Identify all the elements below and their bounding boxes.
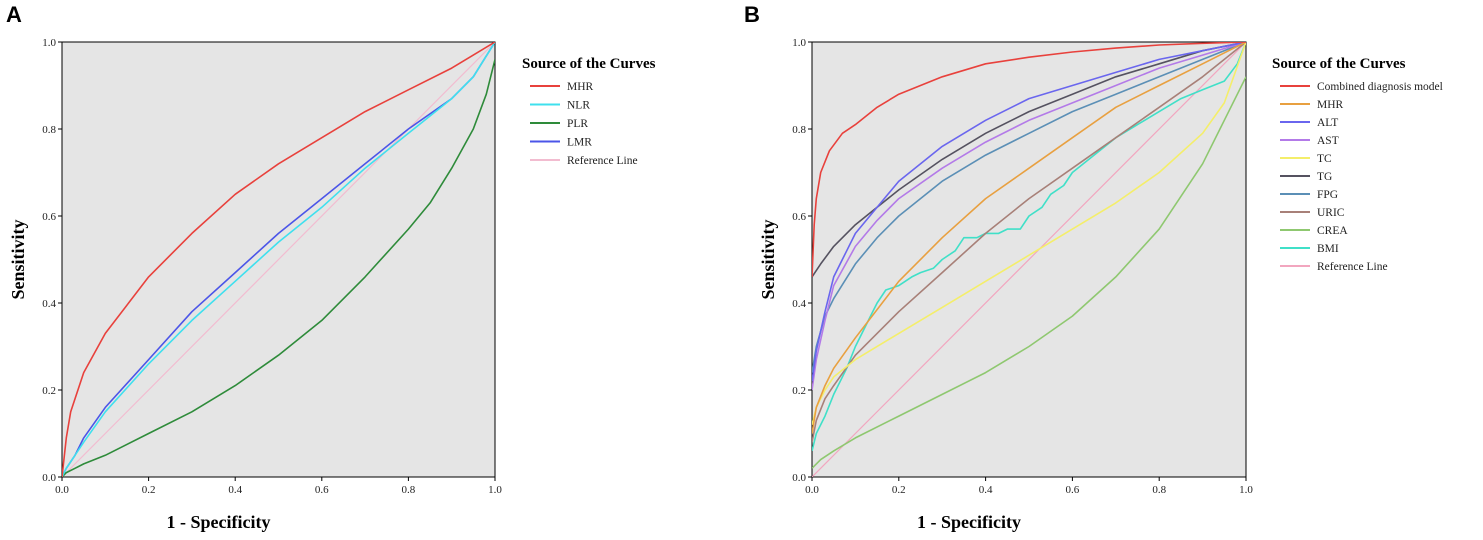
panel-a-x-tick-label: 0.6: [315, 484, 329, 496]
panel-b-y-tick-label: 0.2: [792, 385, 806, 397]
panel-b-legend-label-fpg: FPG: [1317, 189, 1338, 201]
panel-b-legend-label-mhr: MHR: [1317, 99, 1344, 111]
panel-b-series-alt: [812, 42, 1246, 382]
panel-a-legend-label-plr: PLR: [567, 118, 588, 130]
panel-b-series-crea: [812, 76, 1246, 469]
panel-a-y-tick-label: 1.0: [42, 37, 56, 49]
panel-a-x-tick-label: 1.0: [488, 484, 502, 496]
panel-a-x-tick-label: 0.8: [402, 484, 416, 496]
panel-a-label: A: [6, 2, 22, 27]
panel-b-y-axis-title: Sensitivity: [758, 219, 778, 299]
panel-b-series-mhr: [812, 42, 1246, 434]
panel-b-y-tick-label: 1.0: [792, 37, 806, 49]
panel-b-x-tick-label: 0.2: [892, 484, 906, 496]
panel-b-legend-label-bmi: BMI: [1317, 243, 1339, 255]
panel-b-legend-label-tc: TC: [1317, 153, 1332, 165]
panel-b-x-tick-label: 0.0: [805, 484, 819, 496]
panel-b-y-tick-label: 0.4: [792, 298, 806, 310]
panel-b-legend-label-alt: ALT: [1317, 117, 1338, 129]
panel-a-legend-label-reference-line: Reference Line: [567, 155, 638, 167]
panel-a-y-tick-label: 0.2: [42, 385, 56, 397]
panel-b-series-ast: [812, 42, 1246, 391]
panel-b-x-tick-label: 0.8: [1152, 484, 1166, 496]
panel-a-y-tick-label: 0.8: [42, 124, 56, 136]
panel-b-series-reference-line: [812, 42, 1246, 477]
panel-a-y-tick-label: 0.4: [42, 298, 56, 310]
panel-a-legend-title: Source of the Curves: [522, 56, 656, 72]
panel-a-legend-label-lmr: LMR: [567, 137, 592, 149]
panel-a-x-tick-label: 0.4: [228, 484, 242, 496]
panel-b-y-tick-label: 0.8: [792, 124, 806, 136]
panel-b-series-tg: [812, 42, 1246, 278]
panel-b-legend-title: Source of the Curves: [1272, 56, 1406, 72]
panel-b-legend-label-ast: AST: [1317, 135, 1339, 147]
panel-b-x-tick-label: 0.4: [979, 484, 993, 496]
panel-b-legend-label-tg: TG: [1317, 171, 1332, 183]
panel-b-legend-label-reference-line: Reference Line: [1317, 261, 1388, 273]
panel-b-y-tick-label: 0.6: [792, 211, 806, 223]
panel-b-x-tick-label: 1.0: [1239, 484, 1253, 496]
panel-a-y-tick-label: 0.0: [42, 472, 56, 484]
panel-a: A 0.00.0 0.2 0.2 0.4 0.4 0.6 0.6 0.8 0.8 1.0 1.0 1 -…: [6, 2, 656, 532]
panel-b-series-uric: [812, 42, 1246, 443]
panel-b-series-tc: [812, 42, 1246, 425]
panel-b-y-tick-label: 0.0: [792, 472, 806, 484]
panel-a-series-plr: [62, 59, 495, 477]
panel-b-legend-label-combined-diagnosis-model: Combined diagnosis model: [1317, 81, 1443, 93]
panel-b-label: B: [744, 2, 760, 27]
panel-a-series-mhr: [62, 42, 495, 477]
panel-a-y-tick-label: 0.6: [42, 211, 56, 223]
panel-b-legend-label-uric: URIC: [1317, 207, 1345, 219]
panel-a-x-tick-label: 0.2: [142, 484, 156, 496]
panel-b-series-combined-diagnosis-model: [812, 42, 1246, 277]
panel-b-x-axis-title: 1 - Specificity: [917, 512, 1021, 532]
panel-b-x-tick-label: 0.6: [1066, 484, 1080, 496]
panel-a-y-axis-title: Sensitivity: [8, 219, 28, 299]
panel-a-x-tick-label: 0.0: [55, 484, 69, 496]
panel-a-legend-label-mhr: MHR: [567, 81, 594, 93]
panel-a-series-nlr: [62, 42, 495, 477]
panel-b-legend-label-crea: CREA: [1317, 225, 1348, 237]
panel-a-legend-label-nlr: NLR: [567, 100, 590, 112]
panel-a-x-axis-title: 1 - Specificity: [167, 512, 271, 532]
panel-a-series-reference-line: [62, 42, 495, 477]
panel-b: B 0.00.0 0.2 0.2 0.4 0.4 0.6 0.6 0.8 0.8 1.0 1.0 1 -…: [744, 2, 1443, 532]
